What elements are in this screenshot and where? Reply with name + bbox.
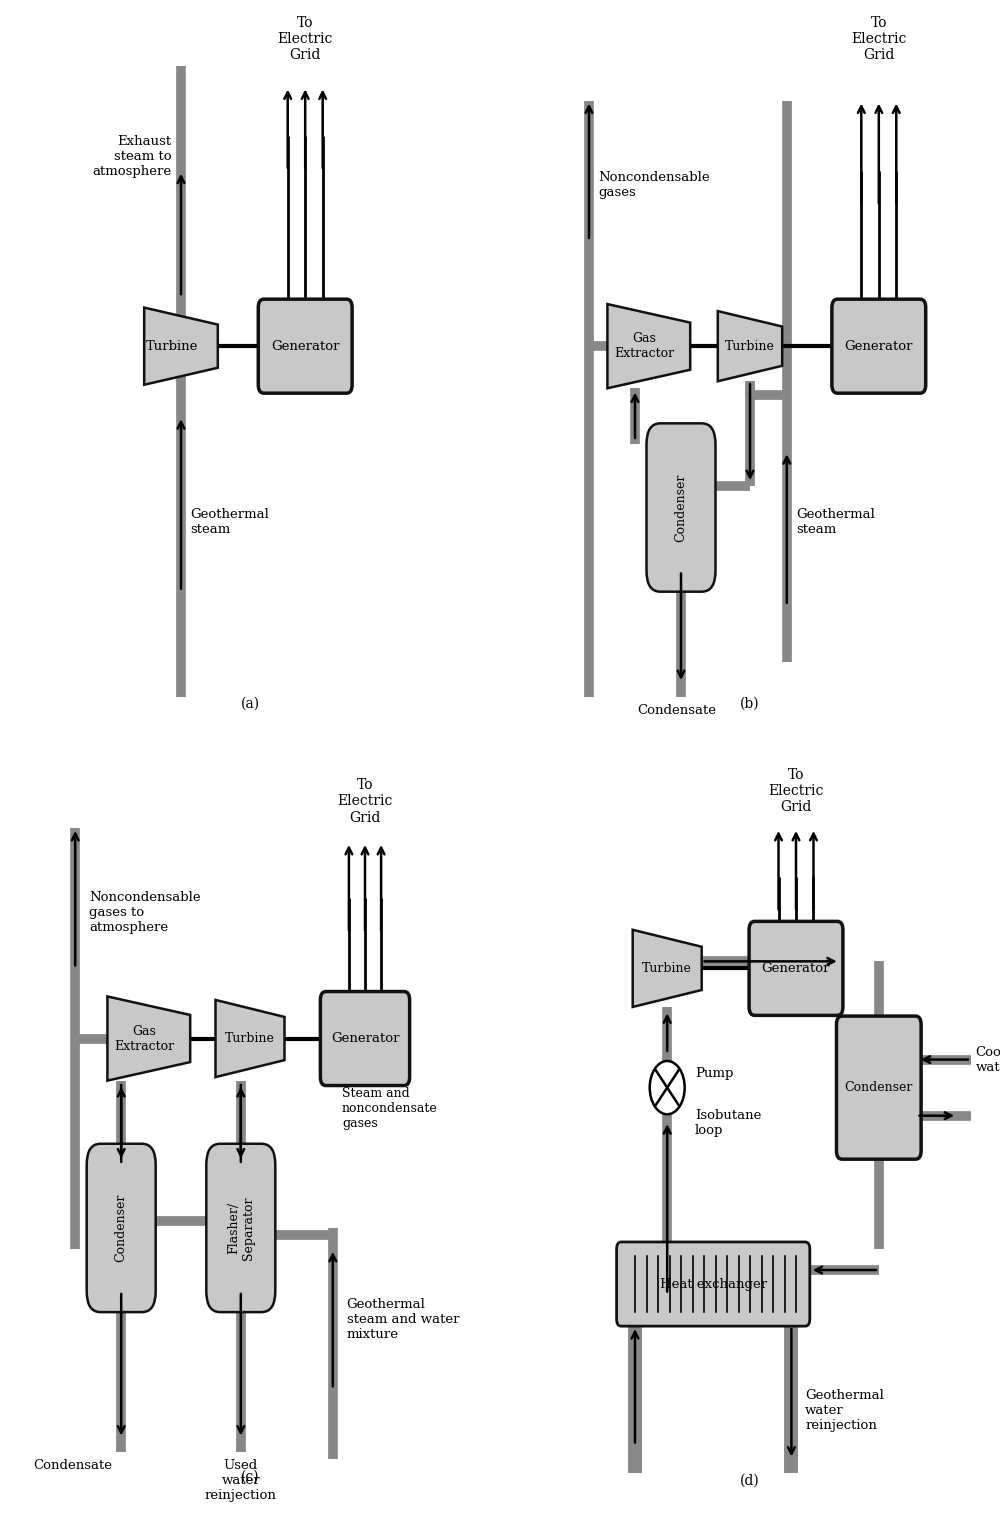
Text: Steam and
noncondensate
gases: Steam and noncondensate gases	[342, 1087, 438, 1130]
FancyBboxPatch shape	[258, 299, 352, 393]
Text: Isobutane
loop: Isobutane loop	[695, 1109, 761, 1136]
Text: Condensate: Condensate	[33, 1459, 112, 1473]
Text: (c): (c)	[241, 1470, 259, 1484]
Text: Generator: Generator	[331, 1032, 399, 1045]
Text: Generator: Generator	[762, 962, 830, 974]
FancyBboxPatch shape	[832, 299, 926, 393]
Text: Turbine: Turbine	[642, 962, 692, 974]
Circle shape	[650, 1061, 685, 1115]
Polygon shape	[718, 311, 782, 381]
Text: Turbine: Turbine	[725, 340, 775, 352]
Text: Turbine: Turbine	[225, 1032, 275, 1045]
Polygon shape	[216, 1000, 285, 1077]
Polygon shape	[107, 996, 190, 1081]
Text: Flasher/
Separator: Flasher/ Separator	[227, 1196, 255, 1260]
FancyBboxPatch shape	[87, 1144, 156, 1312]
Text: Used
water
reinjection: Used water reinjection	[205, 1459, 277, 1502]
Text: To
Electric
Grid: To Electric Grid	[768, 767, 824, 814]
Text: Gas
Extractor: Gas Extractor	[114, 1025, 174, 1052]
Text: (b): (b)	[740, 697, 760, 711]
Text: Turbine: Turbine	[146, 340, 198, 352]
FancyBboxPatch shape	[617, 1241, 810, 1327]
FancyBboxPatch shape	[206, 1144, 275, 1312]
Text: Condenser: Condenser	[674, 473, 688, 541]
Text: Noncondensable
gases to
atmosphere: Noncondensable gases to atmosphere	[89, 891, 201, 933]
FancyBboxPatch shape	[320, 991, 410, 1086]
Text: Exhaust
steam to
atmosphere: Exhaust steam to atmosphere	[93, 136, 172, 178]
Polygon shape	[144, 308, 218, 384]
FancyBboxPatch shape	[749, 921, 843, 1016]
Text: Generator: Generator	[271, 340, 339, 352]
Text: Geothermal
steam: Geothermal steam	[190, 508, 269, 535]
Text: Geothermal
steam and water
mixture: Geothermal steam and water mixture	[347, 1298, 459, 1340]
Polygon shape	[607, 303, 690, 389]
Polygon shape	[633, 930, 702, 1007]
Text: Pump: Pump	[695, 1068, 733, 1080]
Text: Condenser: Condenser	[115, 1194, 128, 1263]
Text: Heat exchanger: Heat exchanger	[660, 1278, 767, 1290]
Text: Cooling
water: Cooling water	[975, 1046, 1000, 1074]
Text: Gas
Extractor: Gas Extractor	[614, 332, 674, 360]
Text: (a): (a)	[240, 697, 260, 711]
Text: Generator: Generator	[845, 340, 913, 352]
Text: Noncondensable
gases: Noncondensable gases	[598, 171, 710, 198]
FancyBboxPatch shape	[836, 1016, 921, 1159]
Text: To
Electric
Grid: To Electric Grid	[278, 15, 333, 63]
FancyBboxPatch shape	[646, 424, 716, 592]
Text: Condenser: Condenser	[845, 1081, 913, 1093]
Text: To
Electric
Grid: To Electric Grid	[851, 15, 906, 63]
Text: To
Electric
Grid: To Electric Grid	[337, 778, 393, 825]
Text: Geothermal
water
reinjection: Geothermal water reinjection	[805, 1389, 884, 1432]
Text: Condensate: Condensate	[637, 705, 716, 717]
Text: Geothermal
steam: Geothermal steam	[796, 508, 875, 535]
Text: (d): (d)	[740, 1473, 760, 1487]
